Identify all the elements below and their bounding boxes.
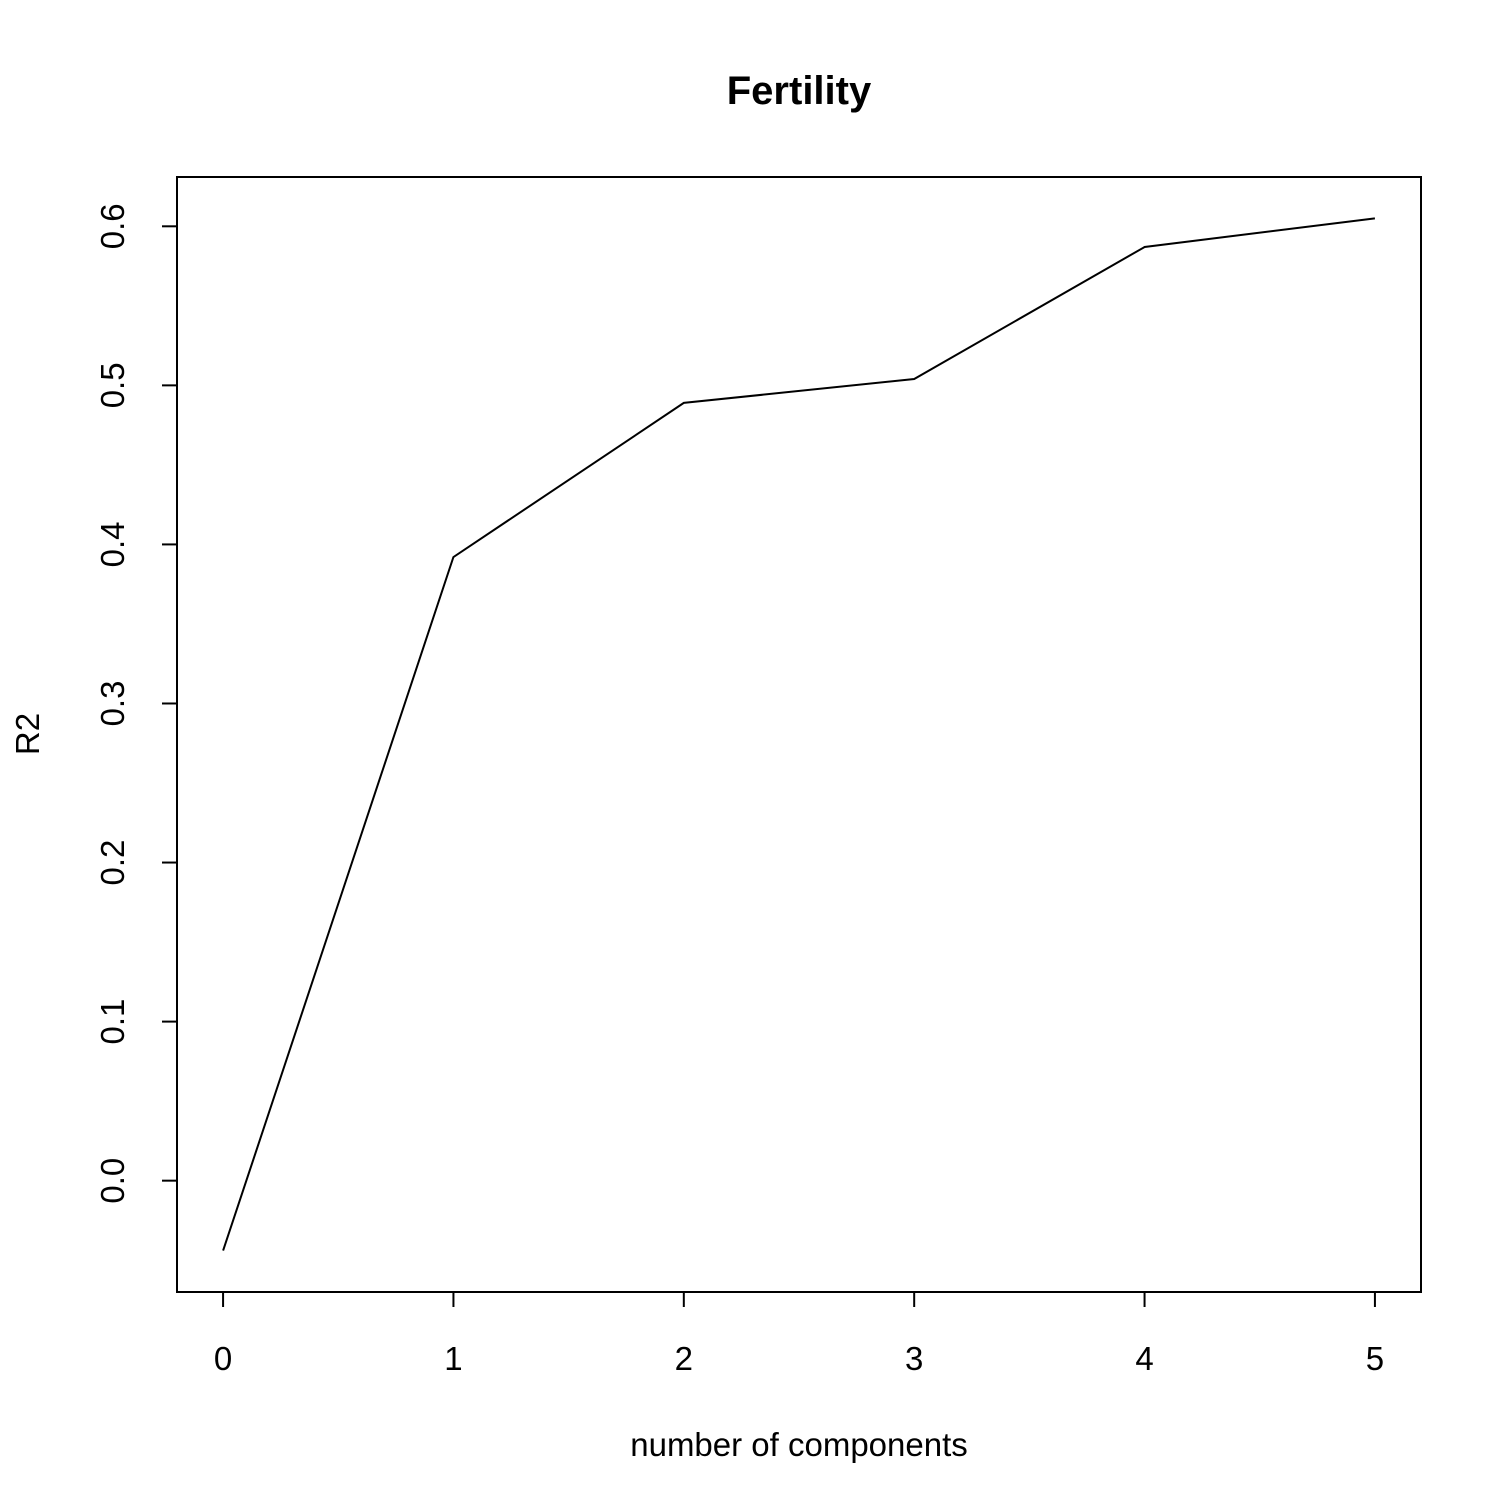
- y-axis: 0.0 0.1 0.2 0.3 0.4 0.5 0.6: [94, 203, 178, 1204]
- y-tick-label: 0.1: [94, 999, 131, 1045]
- y-tick-label: 0.2: [94, 840, 131, 886]
- y-tick-label: 0.3: [94, 681, 131, 727]
- y-tick-label: 0.4: [94, 521, 131, 567]
- y-tick-label: 0.6: [94, 203, 131, 249]
- x-tick-label: 2: [675, 1340, 693, 1377]
- y-axis-label: R2: [9, 713, 46, 755]
- x-tick-label: 3: [905, 1340, 923, 1377]
- x-axis: 0 1 2 3 4 5: [214, 1291, 1384, 1377]
- x-tick-label: 4: [1135, 1340, 1153, 1377]
- plot-frame: [176, 176, 1422, 1293]
- series-line: [222, 217, 1376, 1251]
- y-tick-label: 0.5: [94, 362, 131, 408]
- y-tick-label: 0.0: [94, 1158, 131, 1204]
- x-tick-label: 1: [444, 1340, 462, 1377]
- x-axis-label: number of components: [630, 1426, 968, 1463]
- x-tick-label: 5: [1366, 1340, 1384, 1377]
- x-tick-label: 0: [214, 1340, 232, 1377]
- chart-title: Fertility: [727, 69, 872, 113]
